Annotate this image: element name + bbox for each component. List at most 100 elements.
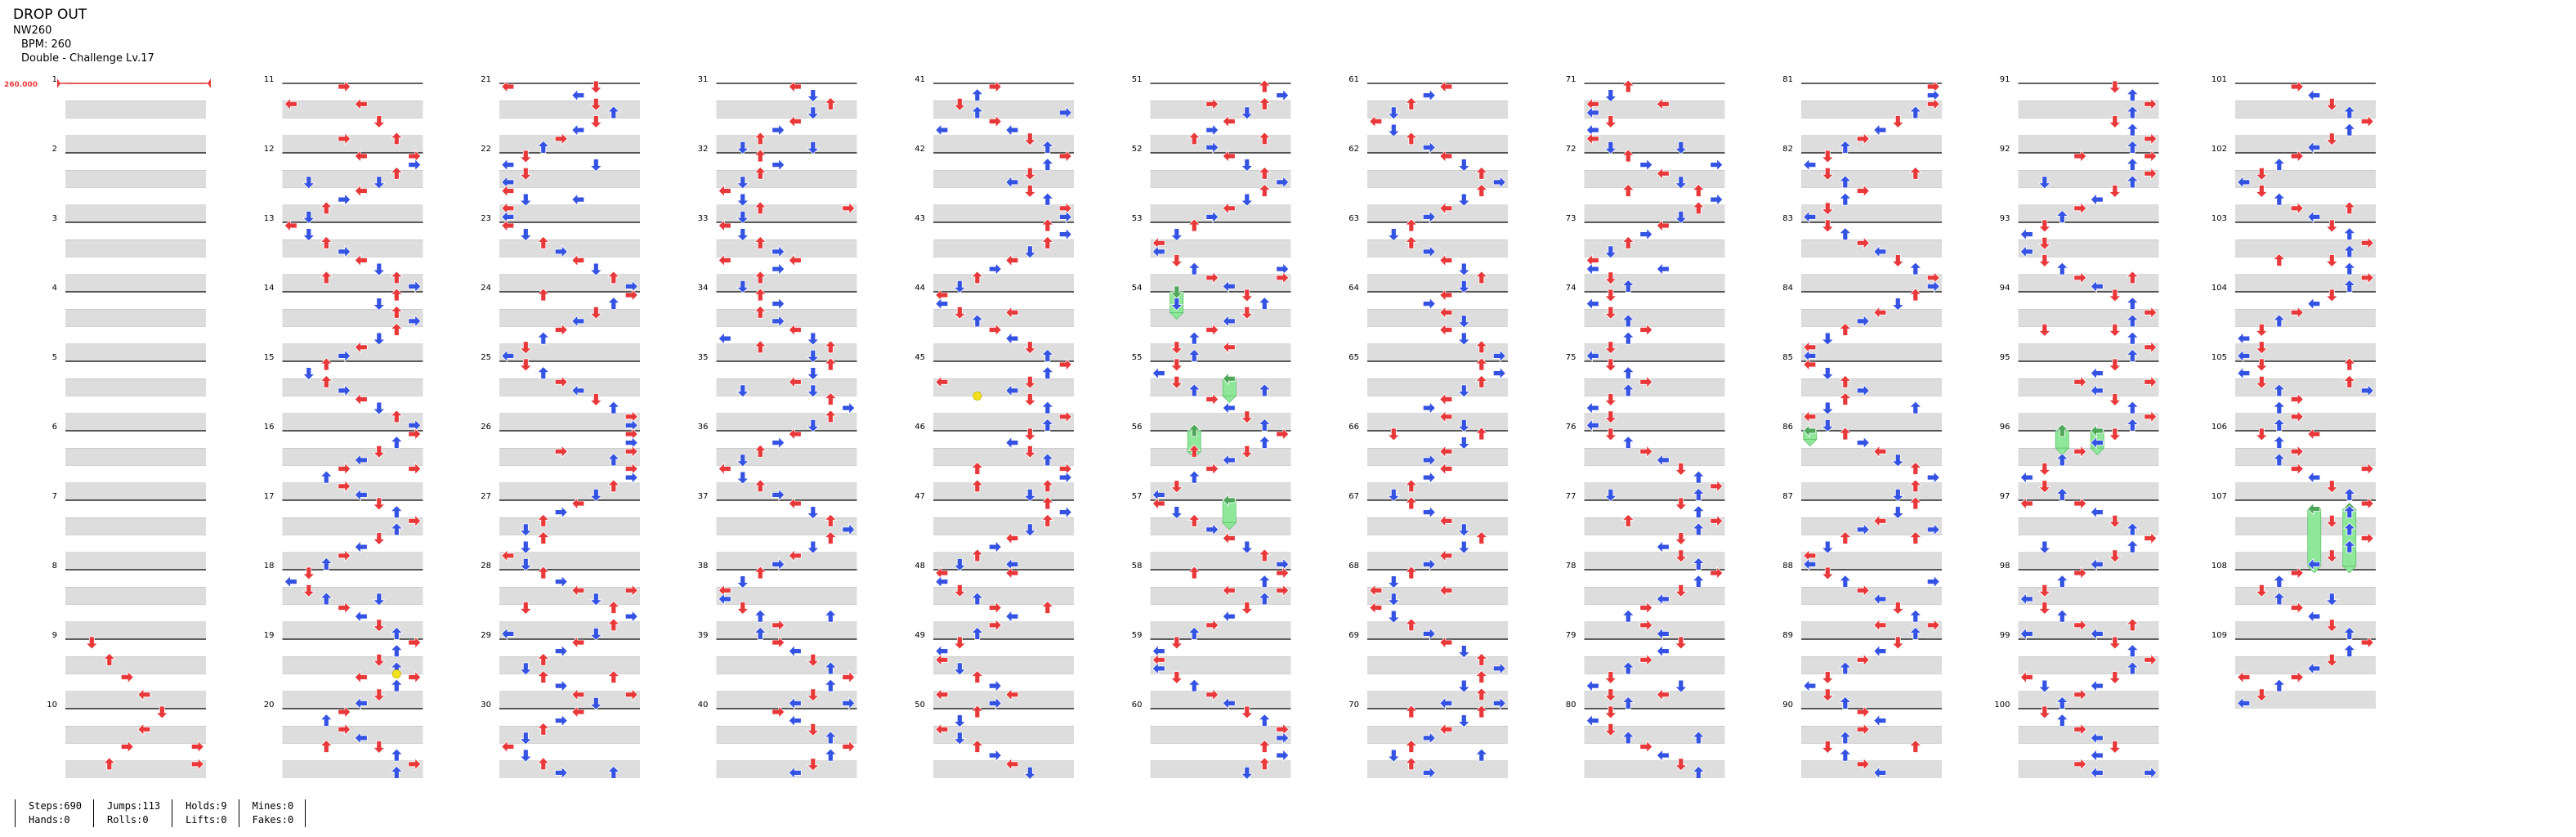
up-arrow bbox=[2055, 609, 2069, 623]
up-arrow bbox=[970, 592, 984, 606]
down-arrow bbox=[589, 97, 603, 111]
left-arrow bbox=[2090, 679, 2104, 693]
beat-stripe bbox=[716, 343, 857, 361]
up-arrow bbox=[2126, 314, 2140, 328]
right-arrow bbox=[190, 757, 204, 771]
mine-note bbox=[973, 392, 982, 401]
beat-stripe bbox=[1584, 621, 1725, 639]
left-arrow bbox=[501, 158, 515, 172]
left-arrow bbox=[1585, 105, 1599, 119]
down-arrow bbox=[2108, 636, 2122, 650]
hold-notes bbox=[1169, 285, 2357, 574]
down-arrow bbox=[372, 298, 386, 311]
measure-number: 79 bbox=[1566, 631, 1576, 640]
down-arrow bbox=[1023, 767, 1037, 780]
measure-number: 72 bbox=[1566, 145, 1576, 154]
down-arrow bbox=[1891, 489, 1905, 502]
beat-stripe bbox=[2018, 101, 2159, 119]
hold-tail bbox=[2090, 447, 2105, 455]
measure-number: 22 bbox=[481, 145, 491, 154]
beat-stripe bbox=[933, 170, 1074, 188]
right-arrow bbox=[2073, 687, 2087, 701]
left-arrow bbox=[284, 575, 297, 589]
right-arrow bbox=[1710, 514, 1724, 528]
down-arrow bbox=[2325, 480, 2339, 494]
left-arrow bbox=[1222, 280, 1236, 293]
right-arrow bbox=[2290, 80, 2304, 93]
left-arrow bbox=[2019, 670, 2033, 684]
beat-stripe bbox=[933, 378, 1074, 396]
up-arrow bbox=[1908, 530, 1922, 544]
down-arrow bbox=[2108, 185, 2122, 199]
measure-number: 78 bbox=[1566, 562, 1576, 571]
up-arrow bbox=[390, 410, 404, 423]
left-arrow bbox=[2307, 661, 2321, 675]
right-arrow bbox=[2290, 201, 2304, 215]
left-arrow bbox=[354, 488, 368, 502]
hold-body bbox=[1222, 499, 1237, 524]
up-arrow bbox=[536, 722, 550, 736]
beat-stripe bbox=[1367, 482, 1508, 500]
up-arrow bbox=[1187, 132, 1201, 145]
beat-stripe bbox=[2018, 482, 2159, 500]
down-arrow bbox=[2255, 185, 2269, 199]
down-arrow bbox=[1387, 228, 1401, 242]
right-arrow bbox=[1276, 566, 1290, 580]
right-arrow bbox=[338, 80, 351, 93]
hold-tail bbox=[1802, 439, 1818, 447]
down-arrow bbox=[1457, 679, 1471, 693]
beat-stripe bbox=[1367, 135, 1508, 153]
up-arrow bbox=[1040, 513, 1054, 527]
measure-number: 98 bbox=[2000, 562, 2010, 571]
measure-number: 30 bbox=[481, 700, 491, 709]
up-arrow bbox=[2342, 279, 2356, 293]
up-arrow bbox=[390, 305, 404, 319]
stat-fakes: Fakes:0 bbox=[252, 814, 294, 826]
right-arrow bbox=[120, 740, 134, 754]
right-arrow bbox=[1276, 731, 1290, 745]
left-arrow bbox=[571, 497, 585, 510]
beat-stripe bbox=[1584, 343, 1725, 361]
down-arrow bbox=[1240, 159, 1254, 172]
down-arrow bbox=[519, 193, 533, 207]
left-arrow bbox=[1222, 114, 1236, 128]
down-arrow bbox=[372, 741, 386, 754]
down-arrow bbox=[1821, 332, 1835, 346]
beat-stripe bbox=[1367, 309, 1508, 327]
down-arrow bbox=[736, 575, 749, 589]
beat-stripe bbox=[716, 691, 857, 709]
right-arrow bbox=[2144, 410, 2158, 423]
right-arrow bbox=[771, 636, 785, 649]
down-arrow bbox=[1603, 306, 1617, 320]
up-arrow bbox=[2055, 209, 2069, 223]
measure-number: 2 bbox=[52, 145, 57, 154]
measure-number: 46 bbox=[915, 423, 925, 432]
right-arrow bbox=[1276, 584, 1290, 598]
up-arrow bbox=[1908, 496, 1922, 510]
up-arrow bbox=[2126, 297, 2140, 311]
up-arrow bbox=[320, 374, 333, 388]
right-arrow bbox=[1492, 175, 1506, 189]
right-arrow bbox=[2360, 462, 2374, 476]
song-title: DROP OUT bbox=[13, 7, 87, 23]
up-arrow bbox=[1908, 262, 1922, 275]
right-arrow bbox=[554, 323, 568, 337]
up-arrow bbox=[606, 297, 620, 311]
left-arrow bbox=[1656, 687, 1670, 701]
left-arrow bbox=[2307, 427, 2321, 441]
beat-stripe bbox=[716, 309, 857, 327]
up-arrow bbox=[754, 609, 767, 623]
beat-stripe bbox=[282, 239, 423, 257]
up-arrow bbox=[824, 748, 838, 762]
up-arrow bbox=[754, 479, 767, 493]
up-arrow bbox=[1621, 183, 1635, 197]
beat-stripe bbox=[1367, 239, 1508, 257]
up-arrow bbox=[2342, 227, 2356, 241]
beat-stripe bbox=[2235, 621, 2376, 639]
right-arrow bbox=[554, 575, 568, 589]
left-arrow bbox=[2307, 141, 2321, 154]
chart-stats: Steps:690 Hands:0 Jumps:113 Rolls:0 Hold… bbox=[15, 799, 306, 827]
beat-stripe bbox=[499, 204, 640, 222]
beat-stripe bbox=[499, 170, 640, 188]
down-arrow bbox=[1603, 671, 1617, 685]
